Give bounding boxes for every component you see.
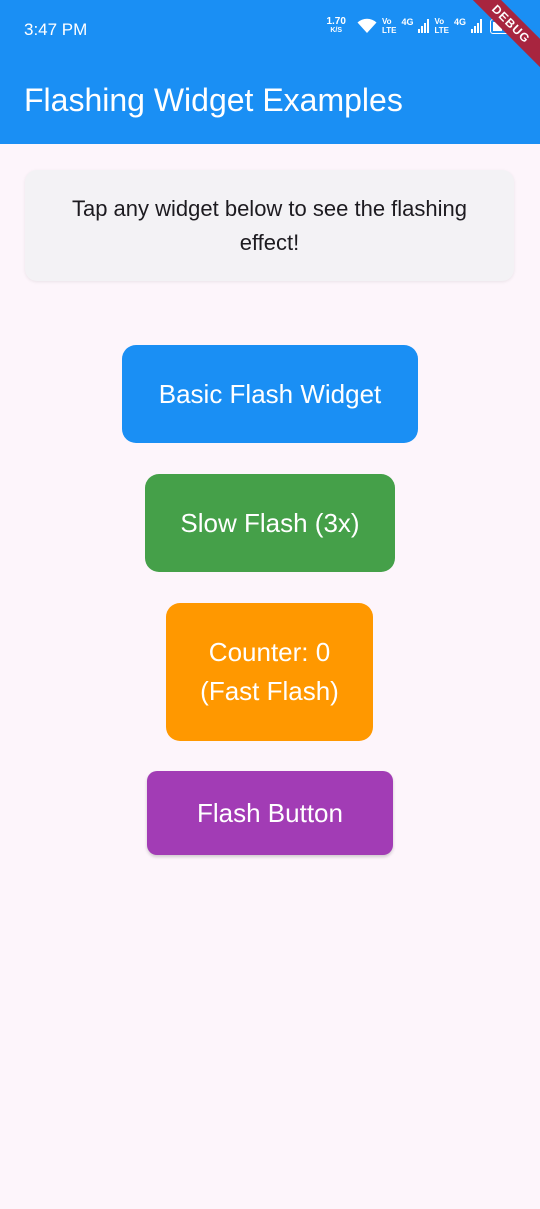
volte-2-bottom: LTE (434, 26, 449, 35)
status-time: 3:47 PM (24, 20, 88, 39)
slow-flash-widget[interactable]: Slow Flash (3x) (145, 474, 395, 572)
network-speed-value: 1.70 (326, 16, 346, 27)
basic-flash-widget[interactable]: Basic Flash Widget (122, 345, 418, 443)
network-speed: 1.70 K/S (326, 17, 345, 35)
volte-indicator-2: Vo LTE (434, 17, 449, 35)
signal-icon-2 (471, 19, 482, 33)
network-type-1: 4G (401, 17, 414, 27)
network-speed-unit: K/S (330, 27, 343, 34)
info-text: Tap any widget below to see the flashing… (71, 195, 468, 255)
volte-2-top: Vo (434, 17, 445, 26)
volte-indicator-1: Vo LTE (382, 17, 397, 35)
info-card: Tap any widget below to see the flashing… (25, 170, 514, 281)
basic-flash-label: Basic Flash Widget (158, 378, 382, 409)
page-title: Flashing Widget Examples (24, 82, 403, 118)
wifi-icon (357, 18, 377, 33)
counter-sublabel: (Fast Flash) (200, 676, 339, 706)
network-type-2: 4G (453, 17, 466, 27)
flash-button[interactable]: Flash Button (147, 771, 393, 855)
app-bar: 3:47 PM 1.70 K/S Vo LTE 4G Vo LTE 4G DE (0, 0, 540, 144)
status-icons: 1.70 K/S Vo LTE 4G Vo LTE 4G (326, 17, 521, 35)
counter-label: Counter: 0 (208, 637, 331, 667)
flash-button-label: Flash Button (197, 797, 343, 828)
signal-icon-1 (418, 19, 430, 33)
volte-1-top: Vo (381, 17, 392, 26)
slow-flash-label: Slow Flash (3x) (180, 507, 360, 538)
counter-flash-widget[interactable]: Counter: 0 (Fast Flash) (166, 603, 373, 741)
status-bar: 3:47 PM 1.70 K/S Vo LTE 4G Vo LTE 4G (0, 0, 540, 60)
volte-1-bottom: LTE (381, 26, 397, 35)
